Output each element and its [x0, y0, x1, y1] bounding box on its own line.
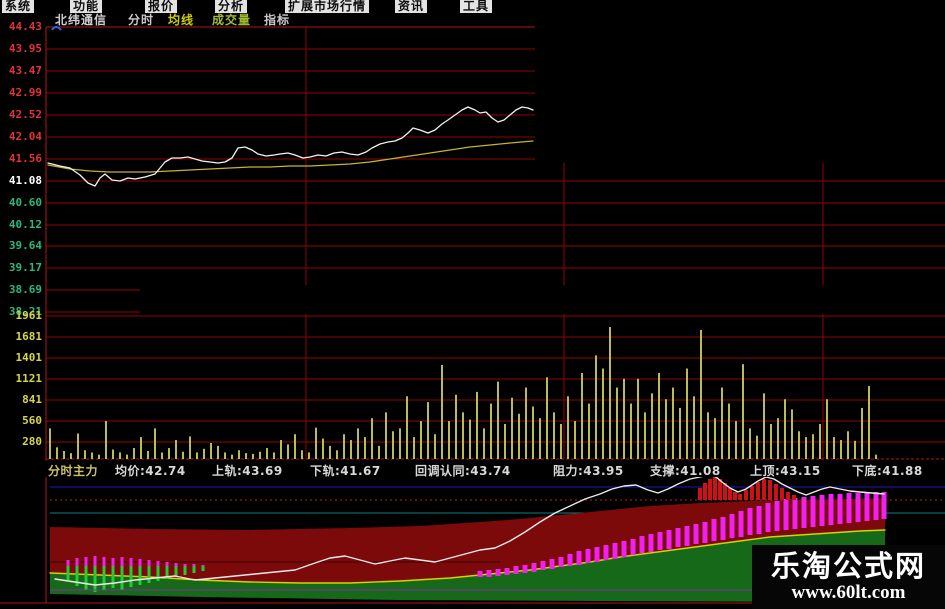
axis-label-39.64: 39.64 [8, 239, 42, 252]
blue-corner-marker [51, 26, 62, 31]
axis-label-39.17: 39.17 [8, 261, 42, 274]
axis-label-41.56: 41.56 [8, 152, 42, 165]
status-item: 回调认同:43.74 [415, 464, 511, 478]
menu-item-工具[interactable]: 工具 [460, 0, 493, 13]
menu-item-分析[interactable]: 分析 [215, 0, 248, 13]
status-item: 下底:41.88 [852, 464, 923, 478]
status-item: 支撑:41.08 [650, 464, 721, 478]
price-line [47, 106, 534, 187]
watermark-url: www.60lt.com [791, 582, 906, 603]
toolbar-item-指标[interactable]: 指标 [264, 13, 291, 27]
status-item: 下轨:41.67 [310, 464, 381, 478]
axis-label-42.52: 42.52 [8, 108, 42, 121]
menu-item-扩展市场行情[interactable]: 扩展市场行情 [285, 0, 370, 13]
axis-label-40.60: 40.60 [8, 196, 42, 209]
axis-label-42.04: 42.04 [8, 130, 42, 143]
toolbar-item-成交量[interactable]: 成交量 [212, 13, 252, 27]
axis-label-280: 280 [22, 435, 42, 448]
axis-label-41.08: 41.08 [8, 174, 42, 187]
status-item: 分时主力 [48, 464, 99, 478]
stock-name: 北纬通信 [55, 13, 108, 27]
menu-item-报价[interactable]: 报价 [145, 0, 178, 13]
axis-label-1121: 1121 [15, 372, 43, 385]
axis-label-841: 841 [22, 393, 42, 406]
ma-line [47, 140, 534, 173]
menu-item-系统[interactable]: 系统 [2, 0, 35, 13]
toolbar-item-均线[interactable]: 均线 [168, 13, 195, 27]
axis-label-1961: 1961 [15, 309, 43, 322]
status-item: 阻力:43.95 [553, 464, 624, 478]
axis-label-38.21: 38.21 [8, 305, 42, 318]
status-item: 均价:42.74 [115, 464, 186, 478]
indicator-panel [49, 474, 945, 602]
menu-item-功能[interactable]: 功能 [70, 0, 103, 13]
volume-bars [49, 326, 877, 459]
indicator-status-bar: 分时主力 均价:42.74 上轨:43.69 下轨:41.67 回调认同:43.74 阻力… [0, 461, 945, 478]
axis-label-43.95: 43.95 [8, 42, 42, 55]
menu-bar: 系统 功能 报价 分析 扩展市场行情 资讯 工具 [0, 0, 945, 14]
status-item: 上轨:43.69 [212, 464, 283, 478]
menu-item-资讯[interactable]: 资讯 [395, 0, 428, 13]
axis-label-40.12: 40.12 [8, 218, 42, 231]
status-item: 上顶:43.15 [750, 464, 821, 478]
axis-label-560: 560 [22, 414, 42, 427]
axis-label-43.47: 43.47 [8, 64, 42, 77]
axis-label-44.43: 44.43 [8, 20, 42, 33]
axis-label-1401: 1401 [15, 351, 43, 364]
toolbar-item-分时[interactable]: 分时 [128, 13, 155, 27]
axis-label-42.99: 42.99 [8, 86, 42, 99]
watermark: 乐淘公式网 www.60lt.com [752, 545, 945, 609]
axis-label-1681: 1681 [15, 330, 43, 343]
watermark-site-name: 乐淘公式网 [770, 549, 926, 583]
censor-overlays [140, 23, 945, 314]
axis-label-38.69: 38.69 [8, 283, 42, 296]
